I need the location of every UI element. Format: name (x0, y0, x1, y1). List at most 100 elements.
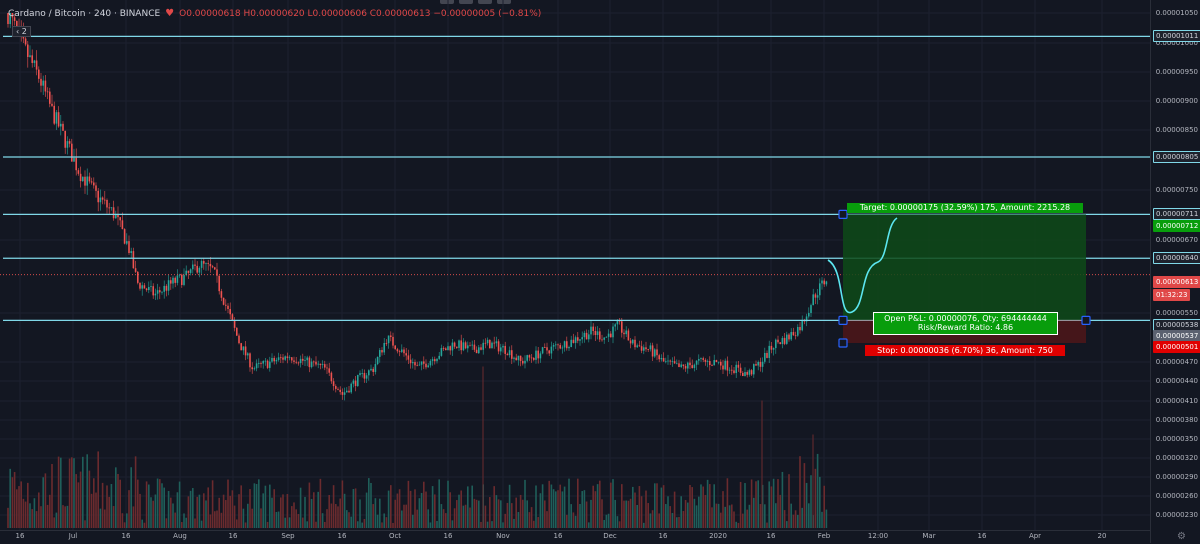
volume-bar (478, 500, 480, 528)
volume-bar (530, 507, 533, 528)
time-tick: 16 (337, 532, 347, 540)
candle-body (266, 360, 269, 368)
volume-bar (161, 483, 163, 528)
position-handle (1081, 315, 1091, 325)
volume-bar (581, 491, 583, 528)
volume-bar (286, 494, 289, 528)
candle-body (271, 357, 273, 362)
candle-body (557, 344, 559, 346)
candle-body (172, 277, 174, 284)
volume-bar (379, 498, 381, 528)
volume-bar (106, 485, 108, 528)
heart-icon[interactable]: ♥ (165, 8, 175, 19)
projection-path[interactable] (827, 217, 898, 314)
candle-body (280, 357, 282, 359)
collapse-indicators-button[interactable]: ‹ 2 (12, 26, 31, 37)
symbol-title[interactable]: Cardano / Bitcoin · 240 · BINANCE (8, 8, 161, 19)
volume-bar (766, 522, 768, 528)
volume-bar (695, 505, 698, 528)
price-axis[interactable]: 0.00001050 0.00001000 0.00000950 0.00000900… (1150, 0, 1200, 543)
candle-body (194, 264, 196, 266)
candle-body (605, 336, 608, 338)
candle-body (13, 17, 16, 21)
price-axis-label[interactable]: 0.00000640 (1153, 252, 1200, 265)
price-axis-label[interactable]: 0.00000805 (1153, 151, 1200, 163)
volume-bar (277, 511, 280, 528)
price-axis-label[interactable]: 0.00000711 (1153, 208, 1200, 221)
volume-bar (508, 484, 511, 528)
volume-bar (350, 516, 352, 528)
candle-body (409, 359, 412, 364)
price-chart[interactable] (0, 0, 1150, 530)
candle-body (27, 44, 29, 57)
volume-bar (579, 504, 581, 528)
volume-bar (394, 499, 396, 528)
volume-bar (134, 456, 137, 528)
volume-bar (200, 520, 203, 528)
time-axis[interactable]: 16 Jul 16 Aug 16 Sep 16 Oct 16 Nov 16 Dec 16 2020 16 Fe… (0, 530, 1150, 544)
volume-bar (24, 501, 27, 528)
volume-bar (258, 479, 260, 528)
candle-body (680, 364, 682, 368)
candle-body (748, 370, 751, 375)
candle-body (577, 337, 579, 341)
candle-body (508, 350, 511, 356)
volume-bar (471, 485, 473, 528)
volume-bar (187, 496, 190, 528)
candle-body (275, 359, 278, 362)
candle-body (658, 355, 660, 360)
candle-body (676, 363, 678, 365)
candle-body (57, 112, 60, 127)
volume-bar (808, 503, 810, 528)
volume-bar (662, 485, 665, 528)
price-axis-label[interactable]: 0.00000712 (1153, 220, 1200, 233)
candle-body (739, 367, 742, 373)
volume-bar (733, 511, 735, 528)
gear-icon[interactable]: ⚙ (1177, 531, 1186, 542)
target-label[interactable]: Target: 0.00000175 (32.59%) 175, Amount:… (847, 203, 1083, 213)
candle-body (29, 55, 31, 57)
candle-body (612, 326, 614, 338)
candle-body (810, 305, 812, 313)
time-tick: 16 (658, 532, 668, 540)
price-axis-label[interactable]: 0.00000613 (1153, 275, 1200, 288)
volume-bar (97, 451, 99, 528)
volume-bar (304, 496, 306, 528)
candle-body (667, 360, 669, 362)
candle-body (150, 286, 152, 288)
price-axis-label[interactable]: 01:32:23 (1153, 288, 1191, 301)
volume-bar (720, 512, 722, 528)
volume-bar (607, 513, 610, 528)
candle-body (420, 361, 423, 365)
volume-bar (40, 506, 42, 528)
price-axis-label[interactable]: 0.00001011 (1153, 30, 1200, 43)
volume-bar (814, 468, 817, 528)
volume-bar (506, 502, 509, 528)
candle-body (264, 360, 267, 362)
candle-body (273, 357, 275, 362)
volume-bar (244, 522, 247, 528)
volume-bar (632, 486, 634, 528)
candle-body (585, 332, 588, 340)
pnl-label[interactable]: Open P&L: 0.00000076, Qty: 694444444 Ris… (873, 312, 1058, 335)
candle-body (398, 351, 401, 353)
candle-body (401, 349, 403, 352)
candle-body (139, 282, 141, 289)
volume-bar (425, 491, 427, 528)
volume-bar (588, 522, 590, 528)
stop-label[interactable]: Stop: 0.00000036 (6.70%) 36, Amount: 750 (865, 345, 1065, 356)
top-toolbar-tabs[interactable] (440, 0, 511, 4)
long-position-tool[interactable] (838, 209, 1091, 348)
candle-body (434, 359, 436, 362)
price-tick: 0.00000670 (1155, 236, 1198, 244)
volume-bar (44, 473, 47, 528)
volume-bar (260, 508, 262, 528)
candle-body (222, 297, 225, 305)
candle-body (805, 316, 808, 322)
candle-body (693, 364, 696, 369)
candle-body (438, 355, 440, 359)
volume-bar (533, 520, 535, 528)
price-axis-label[interactable]: 0.00000501 (1153, 341, 1200, 354)
volume-bar (726, 478, 729, 528)
candle-body (731, 369, 733, 371)
